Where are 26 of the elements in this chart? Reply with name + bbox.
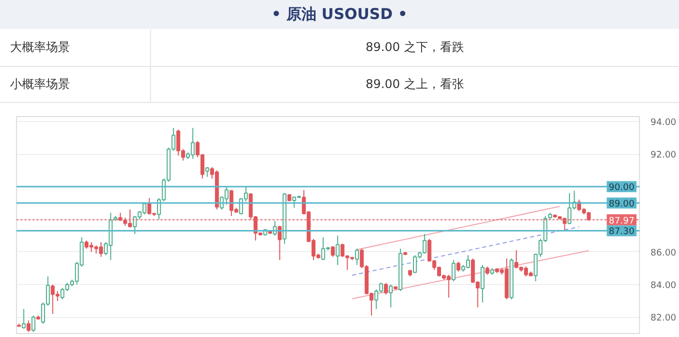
ref-line-label: 87.97 — [608, 216, 634, 226]
chart-title: • 原油 USOUSD • — [0, 0, 679, 29]
text: 小概率场景 — [0, 66, 150, 102]
candlestick — [452, 260, 456, 282]
ref-line-label: 90.00 — [608, 183, 635, 194]
candlestick — [384, 282, 388, 295]
text: 大概率场景 — [0, 30, 150, 66]
y-tick-label: 94.00 — [650, 118, 677, 128]
text: 89.00 之下，看跌 — [150, 30, 679, 66]
candlestick — [480, 264, 484, 303]
candlestick — [205, 166, 210, 178]
y-tick-label: 82.00 — [650, 314, 677, 324]
candlestick — [31, 315, 36, 332]
candlestick — [26, 320, 31, 332]
candlestick — [330, 246, 335, 258]
candlestick — [22, 308, 26, 330]
ref-line-label: 89.00 — [608, 199, 635, 210]
candlestick — [388, 284, 393, 308]
candlestick — [336, 235, 340, 266]
y-tick-label: 86.00 — [650, 248, 677, 258]
text: 89.00 之上，看张 — [150, 66, 679, 102]
ref-line-label: 87.30 — [608, 227, 635, 238]
candlestick — [456, 261, 460, 272]
candlestick — [355, 248, 359, 266]
y-tick-label: 84.00 — [650, 281, 677, 292]
y-tick-label: 92.00 — [650, 150, 677, 161]
